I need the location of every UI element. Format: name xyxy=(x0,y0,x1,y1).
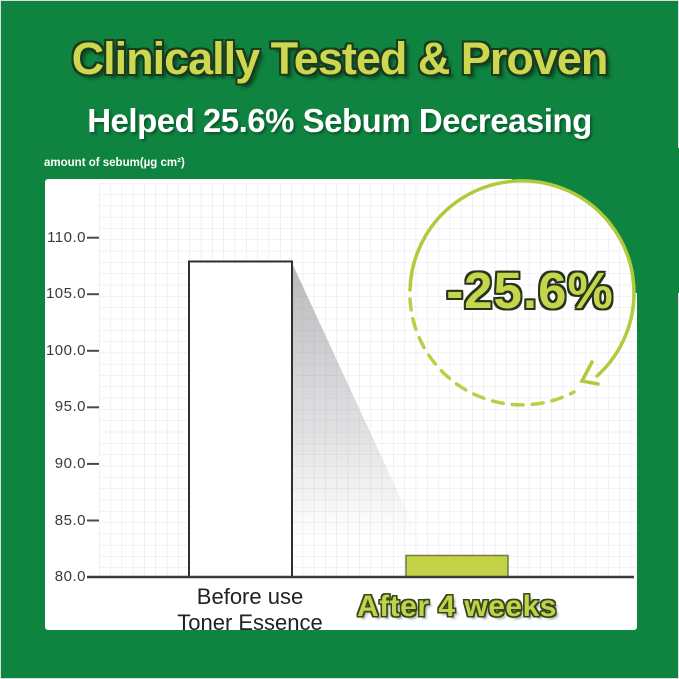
y-tick-label: 80.0 xyxy=(54,568,86,585)
x-label-before-use: Before use Toner Essence xyxy=(177,584,323,637)
circle-arc-solid xyxy=(408,179,636,378)
bar-before-use xyxy=(188,260,293,578)
x-label-line1: Before use xyxy=(196,584,304,609)
y-tick-label: 95.0 xyxy=(54,398,86,416)
arrow-head-icon xyxy=(579,360,600,386)
y-tick-label: 110.0 xyxy=(47,228,86,246)
y-axis-unit-label: amount of sebum(µg cm²) xyxy=(44,157,185,169)
y-tick-label: 105.0 xyxy=(45,285,86,303)
highlight-circle xyxy=(410,181,634,405)
decrease-shadow xyxy=(292,263,437,577)
y-tick-label: 90.0 xyxy=(54,454,86,472)
x-label-line2: Toner Essence xyxy=(177,610,323,636)
main-title: Clinically Tested & Proven xyxy=(71,33,609,84)
y-axis-ticks xyxy=(87,236,99,522)
x-label-after-4-weeks: After 4 weeks xyxy=(357,590,557,623)
y-tick-label: 100.0 xyxy=(45,341,86,359)
y-tick-label: 85.0 xyxy=(54,511,86,529)
subtitle: Helped 25.6% Sebum Decreasing xyxy=(87,102,592,139)
bar-after-4-weeks xyxy=(405,554,509,578)
circle-arc-dashed xyxy=(408,297,576,407)
decrease-badge: -25.6% xyxy=(446,262,614,319)
